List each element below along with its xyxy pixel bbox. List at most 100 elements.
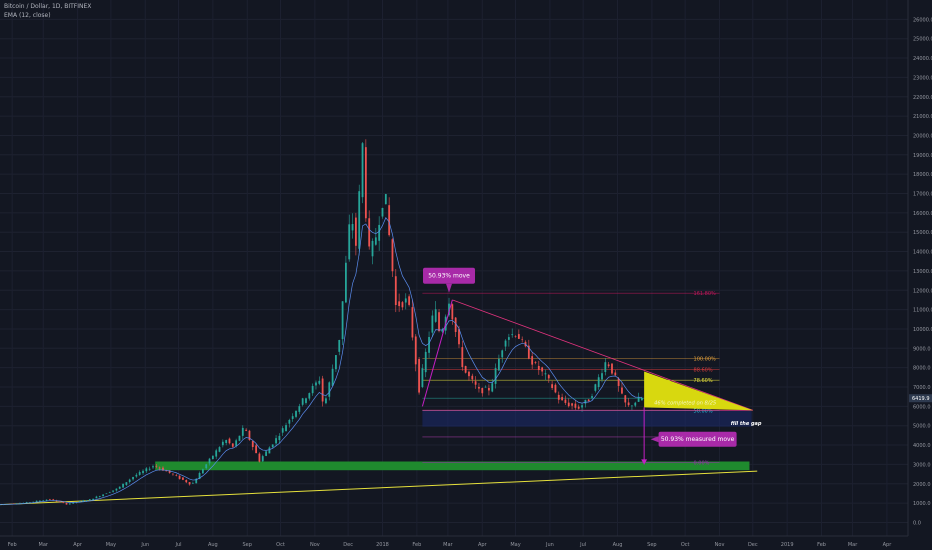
candle xyxy=(441,329,444,332)
y-tick-label: 25000.0 xyxy=(913,37,932,43)
x-tick-label: 2018 xyxy=(376,542,389,548)
move-callout-pointer xyxy=(446,283,453,293)
candle xyxy=(371,240,374,257)
candle xyxy=(261,456,264,462)
fib-label: 0.00% xyxy=(694,460,710,466)
y-tick-label: 15000.0 xyxy=(913,230,932,236)
candle xyxy=(484,386,487,388)
candle xyxy=(358,191,361,249)
candle xyxy=(614,372,617,376)
candle xyxy=(211,455,214,460)
candle xyxy=(248,430,251,441)
candle xyxy=(198,472,201,480)
x-tick-label: Mar xyxy=(443,542,453,548)
fib-label: 88.60% xyxy=(694,368,713,374)
candle xyxy=(521,339,524,340)
y-tick-label: 24000.0 xyxy=(913,56,932,62)
candle xyxy=(587,399,590,402)
candle xyxy=(621,387,623,394)
candle xyxy=(128,479,131,482)
candle xyxy=(424,351,427,373)
candle xyxy=(504,340,507,347)
candle xyxy=(574,403,577,408)
candle xyxy=(142,470,144,474)
x-tick-label: Sep xyxy=(243,542,252,548)
y-tick-label: 18000.0 xyxy=(913,172,932,178)
completion-label: 46% completed on 8/25 xyxy=(654,400,717,406)
candle xyxy=(29,502,31,503)
y-tick-label: 23000.0 xyxy=(913,75,932,81)
candle xyxy=(301,398,304,405)
candle xyxy=(354,217,357,246)
candle xyxy=(32,501,35,503)
x-tick-label: Mar xyxy=(848,542,858,548)
y-tick-label: 3000.0 xyxy=(913,462,931,468)
candle xyxy=(394,276,397,306)
candle xyxy=(62,501,65,503)
candle xyxy=(401,302,404,308)
candle xyxy=(364,147,367,219)
candle xyxy=(42,500,45,502)
candle xyxy=(491,383,494,392)
y-tick-label: 16000.0 xyxy=(913,211,932,217)
candle xyxy=(192,483,194,484)
candle xyxy=(527,345,530,359)
candle xyxy=(627,402,630,406)
candle xyxy=(168,470,171,473)
candle xyxy=(554,384,557,393)
candle xyxy=(351,224,354,231)
x-tick-label: Feb xyxy=(817,542,826,548)
candle xyxy=(25,502,28,504)
candle xyxy=(498,358,500,371)
candle xyxy=(238,435,241,441)
ema-line xyxy=(0,217,642,505)
candle xyxy=(428,337,430,353)
candle xyxy=(148,468,151,470)
candle xyxy=(368,218,371,247)
x-tick-label: Apr xyxy=(883,542,893,548)
candle xyxy=(631,405,633,407)
symbol-title: Bitcoin / Dollar, 1D, BITFINEX xyxy=(4,3,92,10)
candle xyxy=(341,301,344,340)
y-tick-label: 26000.0 xyxy=(913,17,932,23)
support-zone xyxy=(155,461,750,471)
candle xyxy=(381,207,384,217)
candle xyxy=(35,500,38,502)
candle xyxy=(82,500,85,502)
candle xyxy=(315,382,317,386)
y-tick-label: 13000.0 xyxy=(913,269,932,275)
candle xyxy=(564,399,567,403)
candle xyxy=(345,262,347,303)
candle xyxy=(285,425,287,432)
candle xyxy=(271,444,274,448)
candle xyxy=(421,368,424,387)
x-tick-label: May xyxy=(510,542,520,548)
candle xyxy=(88,499,91,501)
x-tick-label: May xyxy=(106,542,116,548)
candle xyxy=(378,224,381,241)
candle xyxy=(152,466,154,468)
fib-label: 100.00% xyxy=(694,356,716,362)
candle xyxy=(547,375,550,379)
candle xyxy=(311,385,314,394)
candle xyxy=(225,440,228,444)
candle xyxy=(58,501,61,502)
candle xyxy=(85,500,88,502)
candle xyxy=(122,483,124,488)
candle xyxy=(577,406,580,409)
candle xyxy=(195,478,198,484)
candle xyxy=(308,393,311,399)
candle xyxy=(471,375,474,380)
candle xyxy=(102,494,105,497)
wedge-upper-line xyxy=(452,299,753,411)
candle xyxy=(607,364,610,367)
candle xyxy=(145,468,148,472)
candle xyxy=(461,347,464,368)
candle xyxy=(501,350,504,358)
candle xyxy=(434,309,437,322)
candle xyxy=(464,366,467,373)
x-tick-label: Feb xyxy=(8,542,17,548)
x-tick-label: Jul xyxy=(174,542,181,548)
x-tick-label: Jun xyxy=(140,542,149,548)
